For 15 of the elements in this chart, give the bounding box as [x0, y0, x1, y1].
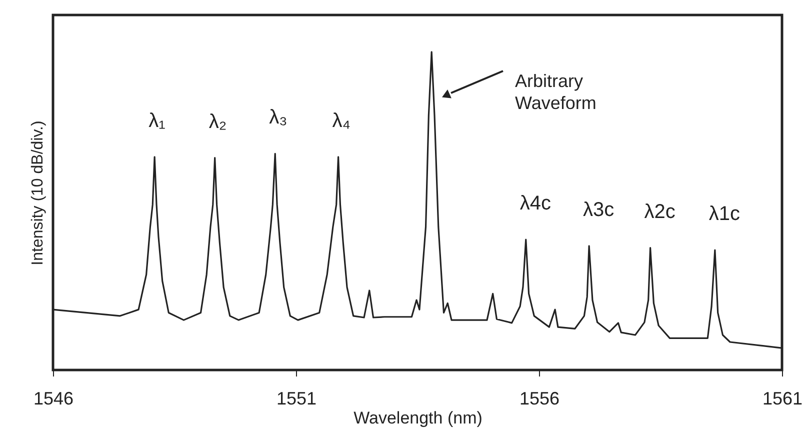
annotation: λ₂ — [208, 110, 227, 133]
annotation: λ3c — [583, 198, 614, 221]
annotation: Arbitrary Waveform — [515, 71, 596, 113]
x-tick-label: 1546 — [33, 388, 74, 408]
y-axis-title: Intensity (10 dB/div.) — [30, 120, 46, 266]
annotation: λ₄ — [332, 110, 350, 132]
x-tick-label: 1556 — [519, 388, 560, 408]
x-axis-title: Wavelength (nm) — [354, 408, 482, 428]
annotation: λ2c — [644, 200, 676, 223]
annotation: λ₃ — [269, 106, 288, 129]
annotation: λ1c — [708, 203, 740, 226]
x-tick-label: 1561 — [762, 388, 803, 408]
annotation: λ4c — [520, 192, 552, 215]
annotation: λ₁ — [148, 110, 166, 132]
x-tick-label: 1551 — [276, 388, 317, 408]
